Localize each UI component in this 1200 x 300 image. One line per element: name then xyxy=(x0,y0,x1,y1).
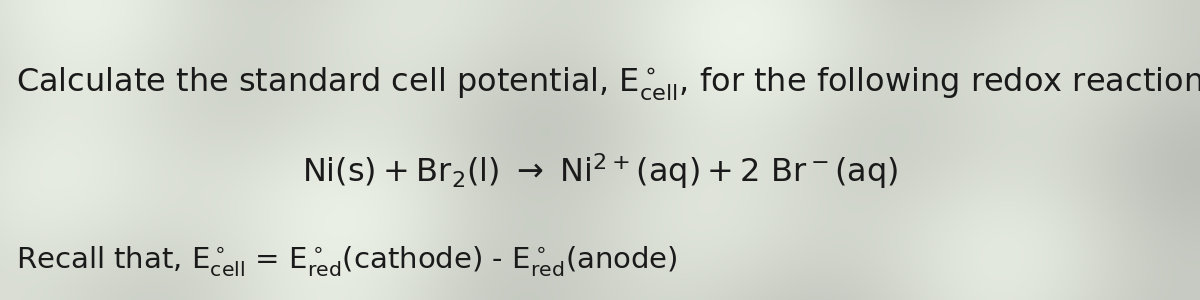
Text: $\mathregular{Ni(s) + Br_2(l)}$ $\mathregular{\rightarrow}$ $\mathregular{Ni^{2+: $\mathregular{Ni(s) + Br_2(l)}$ $\mathre… xyxy=(301,151,899,191)
Text: Recall that, $\mathregular{E}^\circ_{\mathregular{cell}}$ = $\mathregular{E}^\ci: Recall that, $\mathregular{E}^\circ_{\ma… xyxy=(16,244,678,278)
Text: Calculate the standard cell potential, $\mathregular{E}^\circ_{\mathregular{cell: Calculate the standard cell potential, $… xyxy=(16,65,1200,103)
